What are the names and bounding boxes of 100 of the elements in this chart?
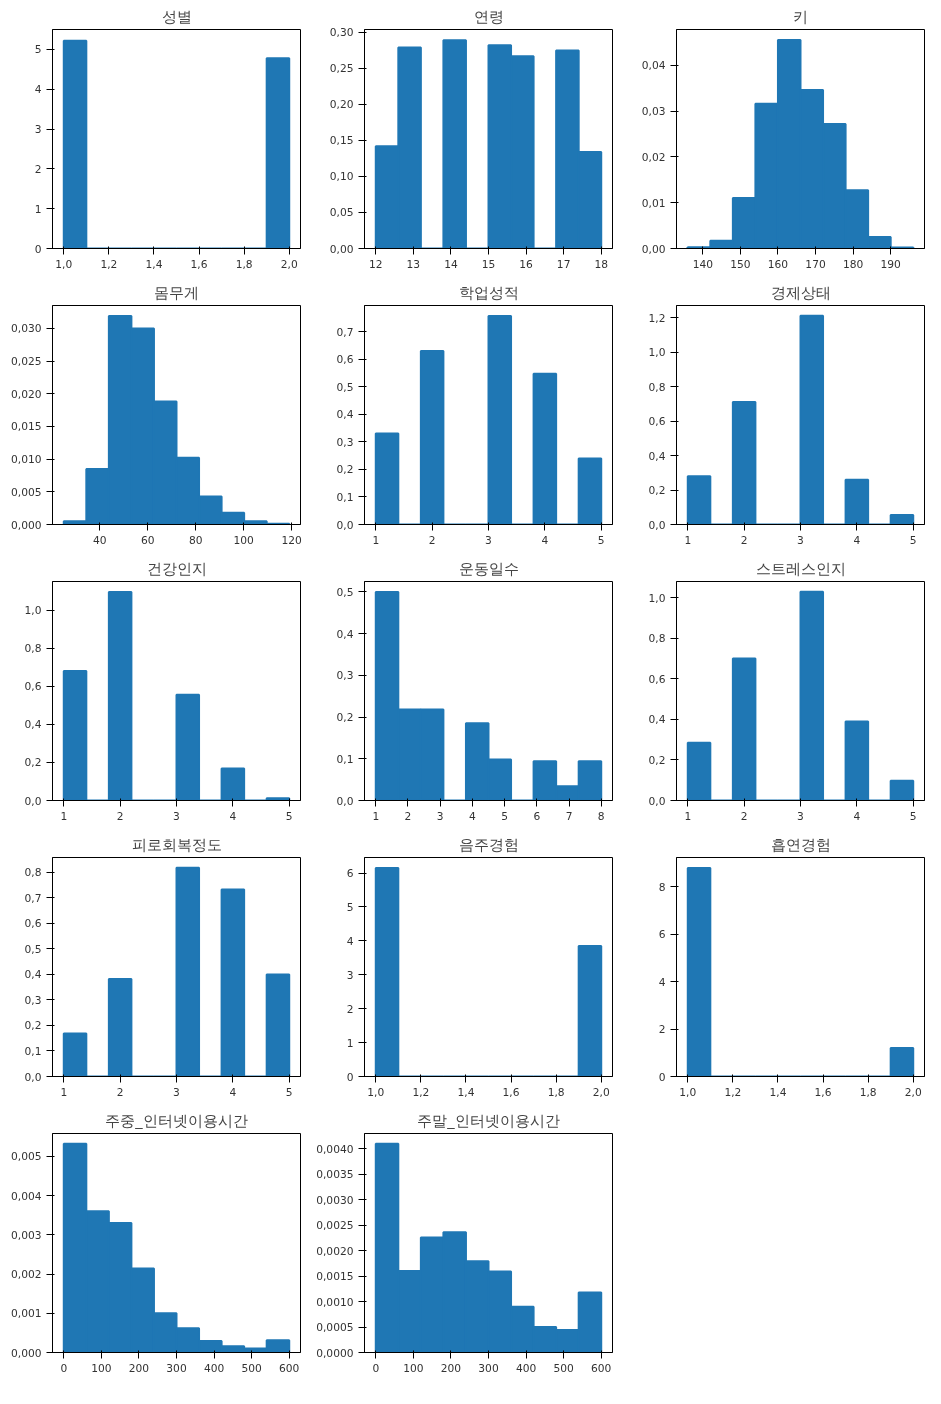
y-tick-label: 0,0040 [316,1142,354,1156]
y-tick-label: 0 [34,242,42,256]
x-tick-label: 5 [501,809,508,823]
x-tick-label: 14 [444,257,458,271]
y-tick-label: 3 [346,968,354,982]
chart-title: 주중_인터넷이용시간 [105,1111,248,1129]
x-tick-label: 15 [481,257,496,271]
x-tick-label: 500 [553,1361,575,1375]
x-tick-label: 2,0 [904,1085,922,1099]
x-tick-label: 1,0 [367,1085,385,1099]
x-tick-label: 2 [740,533,748,547]
y-tick-label: 0,03 [641,105,666,119]
x-tick-label: 3 [436,809,444,823]
x-tick-label: 3 [173,1085,180,1099]
y-tick-label: 0,00 [329,242,354,256]
x-tick-label: 1,4 [769,1085,787,1099]
x-tick-label: 600 [591,1361,612,1375]
chart-title: 경제상태 [770,283,831,301]
y-tick-label: 0,7 [336,325,354,339]
chart-title: 피로회복정도 [131,835,222,853]
x-tick-label: 2 [428,533,436,547]
y-tick-label: 0,0015 [316,1270,354,1284]
y-tick-label: 0,002 [10,1268,42,1282]
y-tick-label: 1,0 [24,604,42,618]
y-tick-label: 0,4 [24,968,42,982]
y-tick-label: 0,0 [336,794,354,808]
x-tick-label: 18 [594,257,609,271]
y-tick-label: 0,0005 [316,1321,354,1335]
y-tick-label: 0,000 [10,1346,42,1360]
x-tick-label: 1 [684,533,692,547]
x-tick-label: 2 [116,809,124,823]
y-tick-label: 2 [346,1002,354,1016]
x-tick-label: 1,4 [457,1085,475,1099]
chart-title: 운동일수 [458,559,519,577]
y-tick-label: 0,5 [336,380,354,394]
y-tick-label: 0,4 [336,627,354,641]
x-tick-label: 190 [880,257,902,271]
x-tick-label: 80 [188,533,203,547]
chart-title: 학업성적 [458,283,519,301]
x-tick-label: 5 [909,533,917,547]
y-tick-label: 0,4 [648,713,666,727]
x-tick-label: 200 [128,1361,150,1375]
y-tick-label: 0,2 [24,1019,42,1033]
x-tick-label: 2 [404,809,412,823]
chart-title: 음주경험 [458,835,519,853]
y-tick-label: 0,6 [24,680,42,694]
x-tick-label: 1 [372,533,380,547]
y-tick-label: 0,1 [336,490,354,504]
y-tick-label: 0,5 [24,942,42,956]
y-tick-label: 0,0 [24,794,42,808]
x-tick-label: 4 [229,809,237,823]
y-tick-label: 0,004 [10,1189,42,1203]
y-tick-label: 0,0 [648,794,666,808]
chart-title: 성별 [161,7,192,25]
x-tick-label: 5 [909,809,917,823]
x-tick-label: 160 [767,257,789,271]
y-tick-label: 3 [34,123,42,137]
x-tick-label: 4 [229,1085,237,1099]
x-tick-label: 12 [368,257,383,271]
x-tick-label: 100 [403,1361,424,1375]
y-tick-label: 0,4 [24,718,42,732]
x-tick-label: 150 [730,257,751,271]
y-tick-label: 0,4 [648,449,666,463]
x-tick-label: 5 [597,533,605,547]
y-tick-label: 0,015 [10,420,42,434]
x-tick-label: 2 [116,1085,124,1099]
y-tick-label: 5 [346,901,354,914]
x-tick-label: 1,8 [859,1085,877,1099]
x-tick-label: 5 [285,1085,293,1099]
y-tick-label: 0,2 [336,463,354,477]
y-tick-label: 0,0010 [316,1295,354,1309]
x-tick-label: 4 [469,809,477,823]
y-tick-label: 0,0 [648,518,666,532]
x-tick-label: 180 [842,257,864,271]
x-tick-label: 1 [684,809,692,823]
x-tick-label: 2,0 [280,257,298,271]
x-tick-label: 170 [805,257,826,271]
y-tick-label: 1,0 [648,346,666,360]
chart-title: 스트레스인지 [755,559,846,577]
y-tick-label: 0,25 [329,62,354,76]
y-tick-label: 0,3 [336,435,354,449]
x-tick-label: 1,2 [100,257,118,271]
y-tick-label: 0,3 [336,669,354,683]
chart-title: 건강인지 [146,559,207,577]
chart-title: 연령 [473,7,504,25]
x-tick-label: 60 [140,533,155,547]
x-tick-label: 1,8 [547,1085,565,1099]
y-tick-label: 0,2 [648,753,666,767]
y-tick-label: 2 [658,1023,666,1037]
y-tick-label: 0,010 [10,453,42,467]
y-tick-label: 6 [346,867,354,881]
y-tick-label: 0,6 [336,353,354,367]
y-tick-label: 0,4 [336,408,354,422]
y-tick-label: 0,0025 [316,1219,354,1233]
x-tick-label: 600 [279,1361,300,1375]
x-tick-label: 4 [853,533,861,547]
y-tick-label: 0,000 [10,518,42,532]
y-tick-label: 0,8 [24,642,42,656]
y-tick-label: 0,005 [10,485,42,499]
x-tick-label: 1,4 [145,257,163,271]
